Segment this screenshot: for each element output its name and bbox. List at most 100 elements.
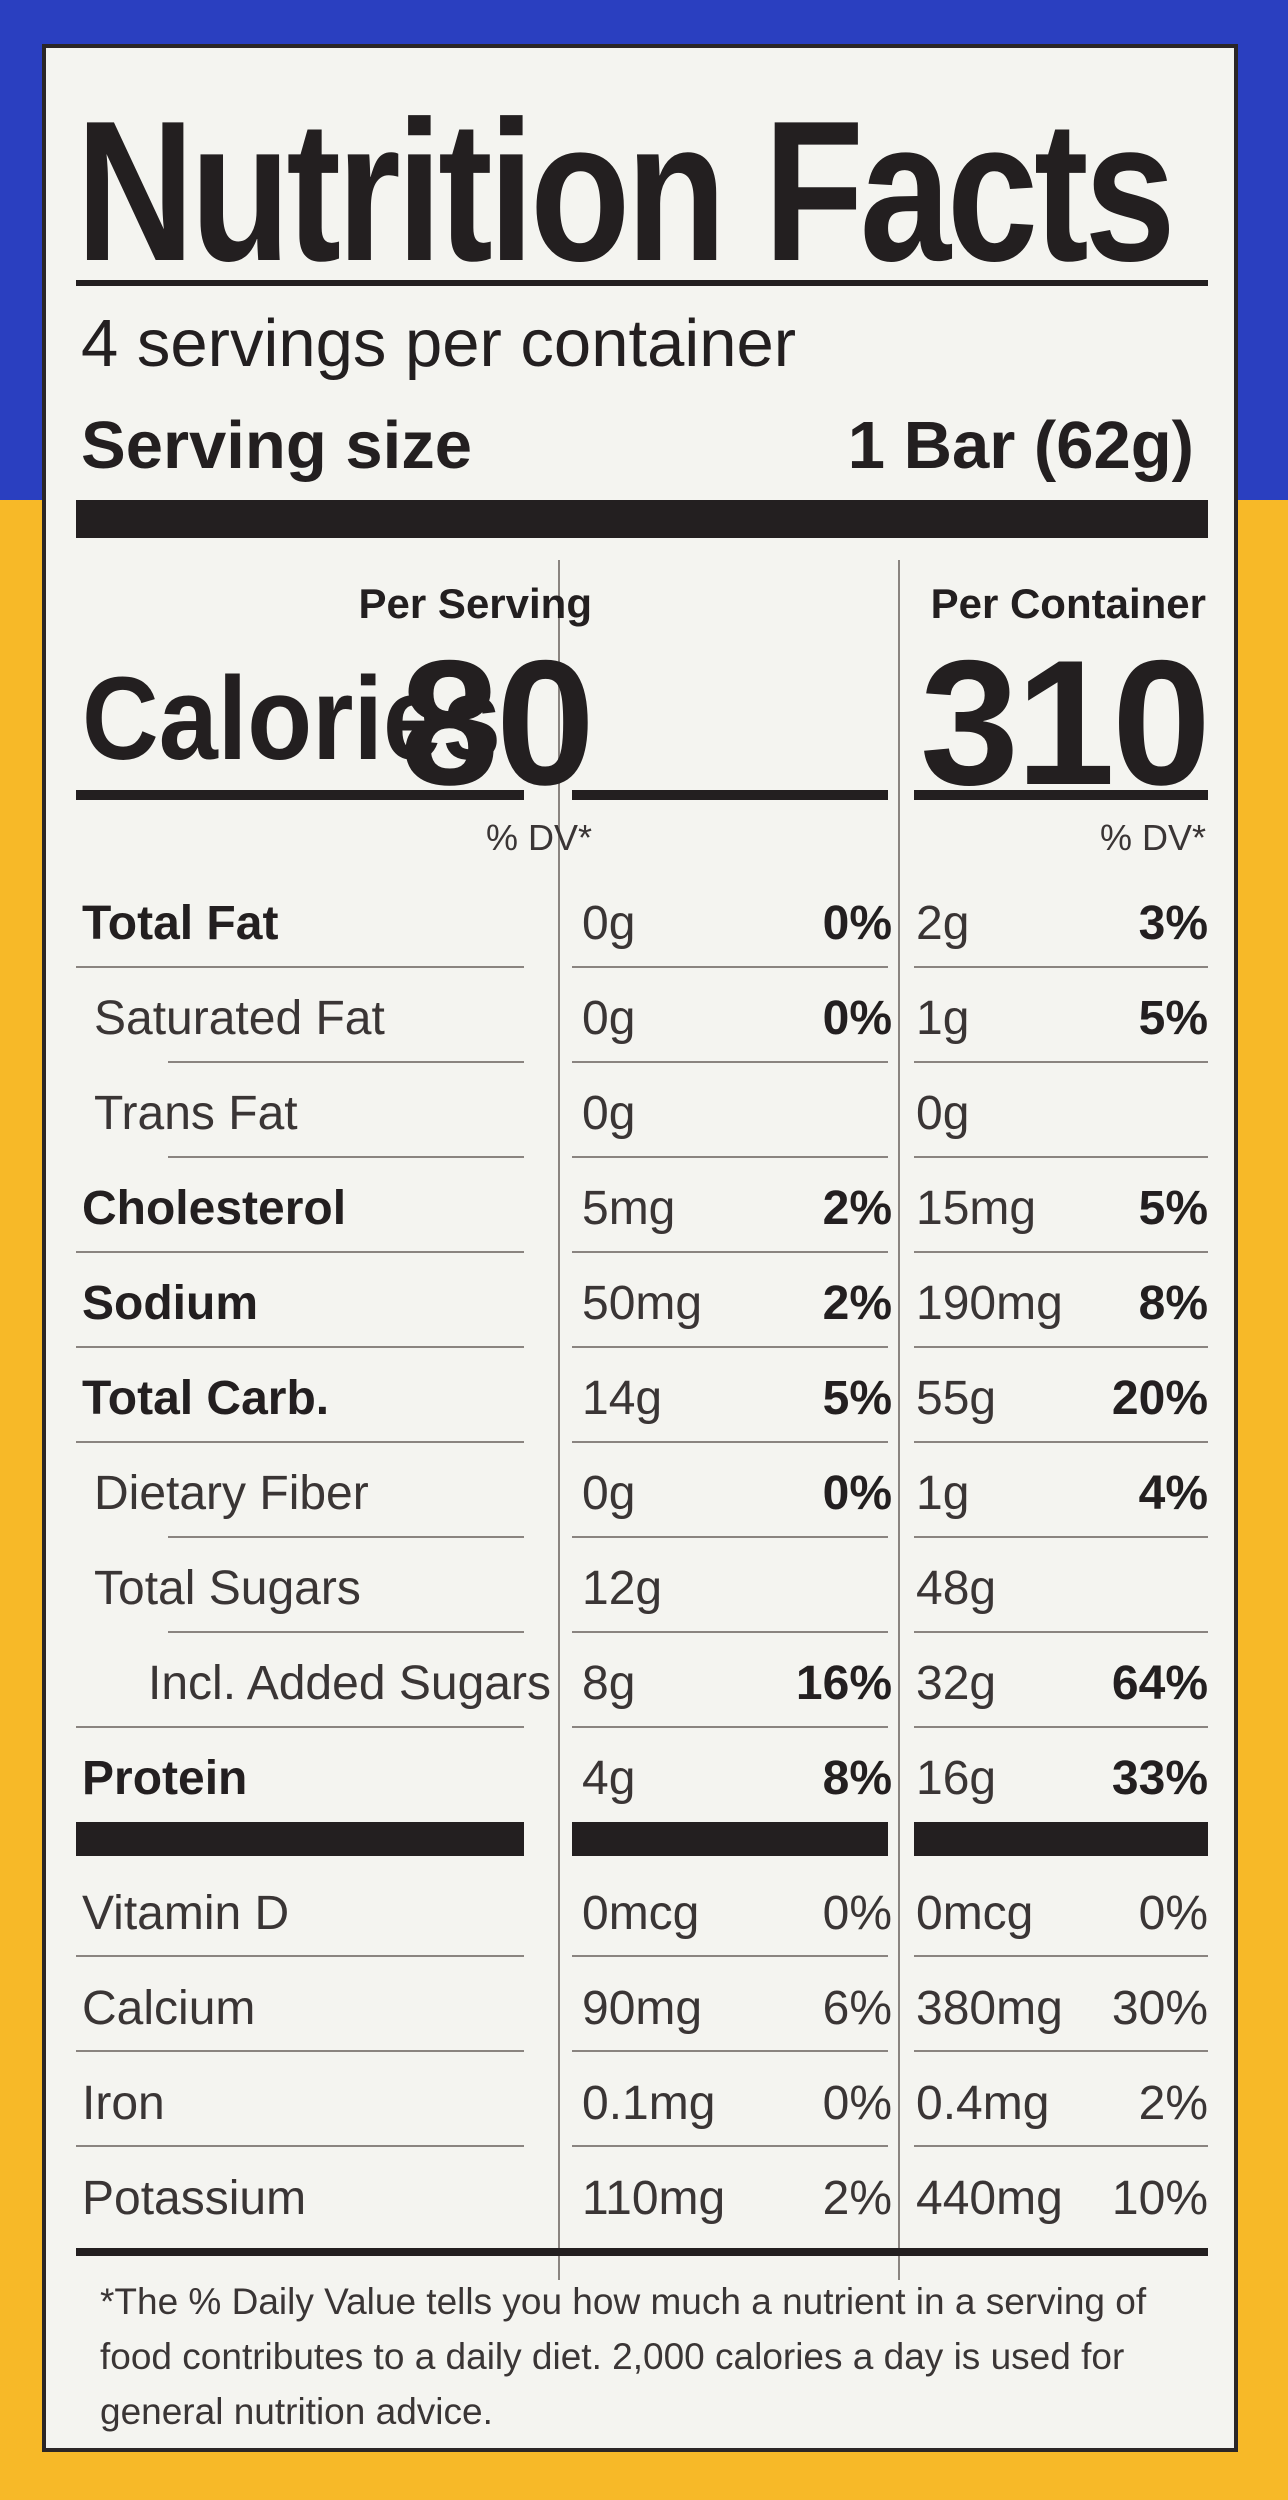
per-serving-dv: 2% [822, 2172, 892, 2225]
row-divider-per-container [914, 1955, 1208, 1957]
per-container-amount: 15mg [916, 1182, 1037, 1235]
calories-per-serving: 80 [400, 623, 595, 822]
per-container-dv: 2% [1138, 2077, 1208, 2130]
row-divider-per-container [914, 1156, 1208, 1158]
per-serving-dv: 0% [822, 897, 892, 950]
per-container-dv: 3% [1138, 897, 1208, 950]
per-container-amount: 16g [916, 1752, 997, 1805]
per-serving-amount: 50mg [582, 1277, 703, 1330]
per-container-dv: 5% [1138, 1182, 1208, 1235]
per-serving-dv: 6% [822, 1982, 892, 2035]
dv-header-per-serving: % DV* [485, 817, 592, 858]
nutrient-label: Protein [82, 1752, 248, 1805]
per-container-amount: 32g [916, 1657, 997, 1710]
per-container-dv: 10% [1111, 2172, 1208, 2225]
row-divider-per-container [914, 1251, 1208, 1253]
footnote-divider [76, 2248, 1208, 2256]
row-divider-label [76, 1346, 524, 1348]
per-container-amount: 1g [916, 1467, 970, 1520]
per-container-dv: 8% [1138, 1277, 1208, 1330]
row-divider-per-serving [572, 1251, 888, 1253]
per-serving-amount: 0mcg [582, 1887, 700, 1940]
per-serving-dv: 5% [822, 1372, 892, 1425]
vitamin-label: Calcium [82, 1982, 256, 2035]
row-divider-per-serving [572, 1061, 888, 1063]
row-divider-per-container [914, 1726, 1208, 1728]
calories-per-container: 310 [920, 623, 1211, 822]
row-divider-label [76, 966, 524, 968]
column-separator-2 [898, 560, 900, 2280]
per-container-header: Per Container [930, 580, 1206, 627]
per-container-dv: 30% [1111, 1982, 1208, 2035]
thick-divider-top [76, 500, 1208, 538]
per-container-amount: 48g [916, 1562, 997, 1615]
nutrient-label: Sodium [82, 1277, 258, 1330]
servings-per-container: 4 servings per container [81, 306, 797, 381]
per-serving-amount: 12g [582, 1562, 663, 1615]
per-container-dv: 64% [1111, 1657, 1208, 1710]
per-serving-amount: 0.1mg [582, 2077, 716, 2130]
per-serving-amount: 0g [582, 992, 636, 1045]
per-serving-dv: 2% [822, 1277, 892, 1330]
row-divider-per-serving [572, 2050, 888, 2052]
per-serving-dv: 0% [822, 2077, 892, 2130]
nutrient-label: Total Fat [82, 897, 279, 950]
nutrient-label: Incl. Added Sugars [148, 1657, 551, 1710]
row-divider-per-container [914, 1441, 1208, 1443]
row-divider-per-container [914, 1061, 1208, 1063]
row-divider-per-serving [572, 1536, 888, 1538]
per-serving-dv: 8% [822, 1752, 892, 1805]
per-container-amount: 0mcg [916, 1887, 1034, 1940]
row-divider-label [168, 1156, 524, 1158]
row-divider-per-container [914, 1536, 1208, 1538]
vitamin-label: Potassium [82, 2172, 307, 2225]
per-serving-dv: 0% [822, 1467, 892, 1520]
per-container-amount: 1g [916, 992, 970, 1045]
row-divider-per-serving [572, 1631, 888, 1633]
calories-divider-1 [76, 790, 524, 800]
per-container-amount: 190mg [916, 1277, 1063, 1330]
per-serving-amount: 0g [582, 897, 636, 950]
calories-divider-3 [914, 790, 1208, 800]
row-divider-label [168, 1631, 524, 1633]
row-divider-per-container [914, 1346, 1208, 1348]
per-serving-amount: 0g [582, 1087, 636, 1140]
serving-size-value: 1 Bar (62g) [847, 408, 1194, 483]
per-container-dv: 33% [1111, 1752, 1208, 1805]
row-divider-per-container [914, 966, 1208, 968]
per-container-amount: 440mg [916, 2172, 1063, 2225]
row-divider-label [76, 2145, 524, 2147]
per-serving-amount: 14g [582, 1372, 663, 1425]
per-container-amount: 55g [916, 1372, 997, 1425]
nutrient-label: Cholesterol [82, 1182, 347, 1235]
per-serving-amount: 5mg [582, 1182, 676, 1235]
daily-value-footnote: *The % Daily Value tells you how much a … [100, 2281, 1147, 2432]
per-serving-header: Per Serving [358, 580, 592, 627]
per-serving-dv: 2% [822, 1182, 892, 1235]
row-divider-per-serving [572, 1441, 888, 1443]
thick-divider-left [76, 1822, 524, 1856]
title-divider [76, 280, 1208, 286]
dv-header-per-container: % DV* [1099, 817, 1206, 858]
per-container-amount: 380mg [916, 1982, 1063, 2035]
serving-size-label: Serving size [81, 408, 473, 483]
row-divider-per-serving [572, 2145, 888, 2147]
row-divider-per-serving [572, 1955, 888, 1957]
row-divider-per-serving [572, 1726, 888, 1728]
per-serving-dv: 0% [822, 1887, 892, 1940]
column-separator-1 [558, 560, 560, 2280]
per-serving-amount: 110mg [582, 2172, 726, 2225]
row-divider-per-serving [572, 1156, 888, 1158]
row-divider-label [76, 1251, 524, 1253]
calories-divider-2 [572, 790, 888, 800]
nutrition-facts-panel: Nutrition Facts 4 servings per container… [42, 44, 1238, 2452]
nutrient-label: Dietary Fiber [94, 1467, 369, 1520]
per-serving-amount: 90mg [582, 1982, 703, 2035]
per-serving-amount: 0g [582, 1467, 636, 1520]
row-divider-per-serving [572, 966, 888, 968]
per-container-amount: 0g [916, 1087, 970, 1140]
thick-divider-right [914, 1822, 1208, 1856]
nutrient-label: Trans Fat [94, 1087, 298, 1140]
panel-title: Nutrition Facts [76, 80, 1176, 303]
vitamin-label: Iron [82, 2077, 165, 2130]
